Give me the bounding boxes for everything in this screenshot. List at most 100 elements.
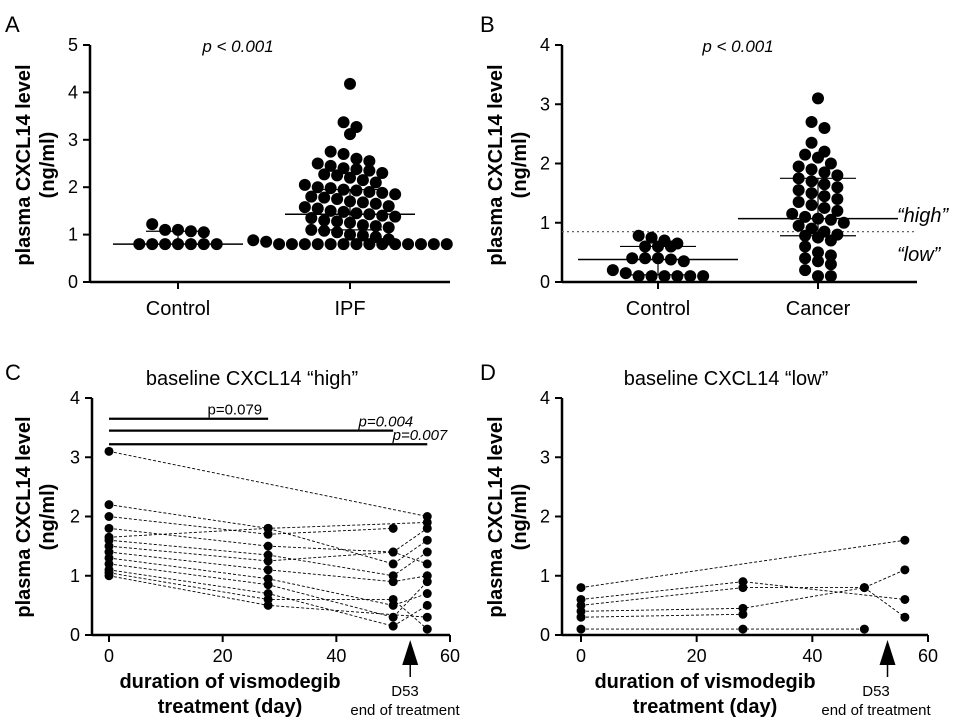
data-point (677, 255, 690, 268)
data-point (812, 270, 824, 283)
data-point (402, 238, 415, 251)
data-point (263, 523, 273, 533)
data-point (311, 181, 324, 194)
data-point (422, 612, 432, 622)
data-point (363, 155, 376, 168)
data-point (356, 196, 369, 209)
data-point (159, 223, 172, 236)
data-point (104, 500, 114, 510)
data-point (331, 169, 344, 182)
data-point (263, 541, 273, 551)
y-tick-label: 1 (70, 566, 80, 586)
data-point (344, 171, 356, 184)
x-tick-label: 60 (918, 646, 938, 666)
series-line (108, 569, 428, 627)
data-point (859, 583, 869, 593)
data-point (389, 188, 402, 201)
data-point (356, 219, 369, 232)
panel-d-ylabel-line1: plasma CXCL14 level (485, 416, 507, 617)
panel-d-letter: D (480, 360, 496, 385)
data-point (298, 201, 311, 214)
y-tick-label: 2 (68, 177, 78, 197)
panel-d-xlabel-line1: duration of vismodegib (594, 671, 815, 693)
data-point (645, 231, 658, 244)
data-point (422, 589, 432, 599)
panel-c-marker-text: end of treatment (350, 702, 460, 718)
data-point (824, 249, 837, 262)
data-point (606, 264, 619, 277)
data-point (350, 238, 363, 251)
x-tick-label: 0 (576, 646, 586, 666)
series-line (108, 551, 428, 583)
data-point (324, 238, 337, 251)
data-point (799, 252, 812, 265)
data-point (440, 238, 453, 251)
panel-b-category-cancer: Cancer (786, 298, 851, 320)
panel-c-letter: C (5, 360, 21, 385)
data-point (376, 209, 389, 222)
y-tick-label: 0 (540, 272, 550, 292)
y-tick-label: 2 (540, 507, 550, 527)
data-point (792, 196, 805, 209)
panel-a-ylabel-line1: plasma CXCL14 level (13, 64, 35, 265)
series-line (108, 563, 428, 618)
data-point (900, 594, 910, 604)
data-point (318, 214, 331, 227)
data-point (305, 212, 318, 225)
data-point (799, 264, 812, 277)
data-point (263, 556, 273, 566)
data-point (576, 583, 586, 593)
data-point (824, 213, 837, 226)
data-point (363, 164, 376, 177)
data-point (337, 116, 350, 129)
data-point (799, 240, 812, 253)
data-point (799, 148, 812, 161)
panel-b-ylabel-line1: plasma CXCL14 level (485, 64, 507, 265)
panel-a-ylabel-line2: (ng/ml) (37, 132, 59, 199)
data-point (260, 235, 273, 248)
comparison-pvalue: p=0.004 (358, 414, 414, 431)
panel-d-xlabel-line2: treatment (day) (633, 696, 777, 718)
data-point (388, 559, 398, 569)
y-tick-label: 3 (70, 447, 80, 467)
y-tick-label: 1 (68, 225, 78, 245)
data-point (422, 535, 432, 545)
series-line (108, 557, 428, 606)
data-point (388, 621, 398, 631)
y-tick-label: 0 (70, 625, 80, 645)
data-point (422, 559, 432, 569)
data-point (350, 207, 363, 220)
data-point (263, 565, 273, 575)
data-point (792, 160, 805, 173)
data-point (376, 166, 389, 179)
data-point (824, 234, 837, 247)
end-of-treatment-arrowhead (402, 640, 419, 665)
data-point (422, 600, 432, 610)
data-point (639, 252, 652, 265)
panel-b-category-control: Control (626, 298, 690, 320)
panel-d-marker-day: D53 (862, 683, 890, 700)
data-point (104, 446, 114, 456)
data-point (344, 128, 356, 141)
y-tick-label: 4 (68, 82, 78, 102)
data-point (331, 193, 344, 206)
data-point (104, 571, 114, 581)
data-point (427, 238, 440, 251)
data-point (388, 577, 398, 587)
data-point (792, 219, 805, 232)
data-point (356, 174, 369, 187)
data-point (388, 594, 398, 604)
data-point (786, 207, 799, 220)
y-tick-label: 3 (68, 130, 78, 150)
panel-c-ylabel-line2: (ng/ml) (37, 484, 59, 551)
data-point (298, 178, 311, 191)
panel-b-high-label: “high” (897, 205, 949, 227)
data-point (363, 185, 376, 198)
data-point (356, 229, 369, 242)
panel-b: B p < 0.001 plasma CXCL14 level (ng/ml) … (480, 12, 949, 320)
data-point (626, 252, 639, 265)
data-point (344, 77, 356, 90)
panel-a-pvalue: p < 0.001 (201, 37, 273, 56)
data-point (388, 523, 398, 533)
y-tick-label: 3 (540, 94, 550, 114)
